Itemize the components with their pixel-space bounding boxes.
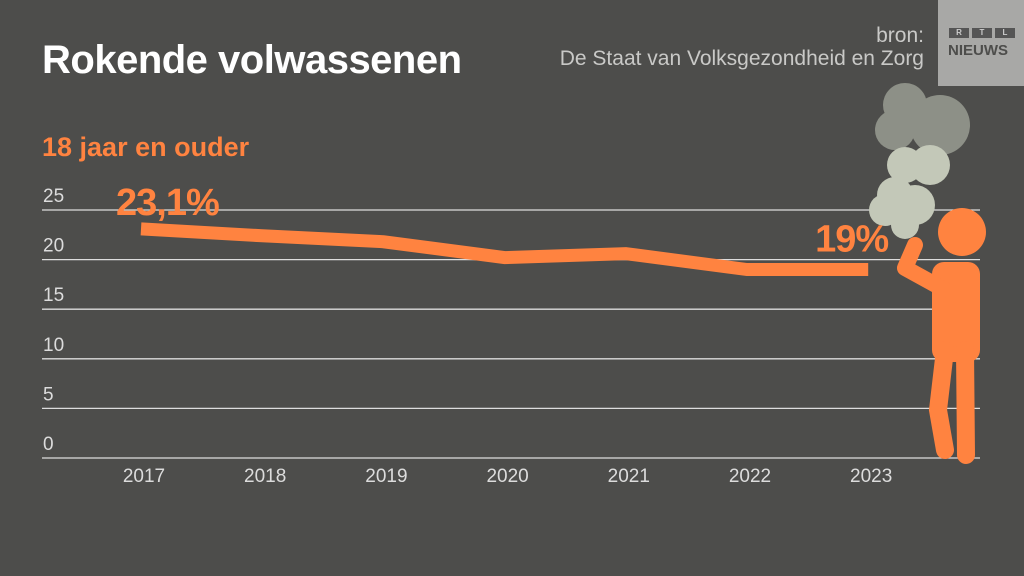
x-tick-label: 2022	[729, 466, 771, 487]
y-tick-label: 0	[43, 434, 54, 455]
smoking-person-illustration	[869, 83, 986, 464]
smoke-cloud	[869, 145, 950, 239]
x-tick-label: 2020	[486, 466, 528, 487]
logo-t: T	[972, 28, 992, 38]
y-tick-label: 5	[43, 384, 54, 405]
y-tick-label: 25	[43, 186, 64, 207]
source-text: De Staat van Volksgezondheid en Zorg	[559, 47, 924, 70]
chart-subtitle: 18 jaar en ouder	[42, 132, 250, 162]
x-tick-label: 2017	[123, 466, 165, 487]
smoke-cloud-faded	[875, 83, 970, 155]
logo-nieuws: NIEUWS	[948, 42, 1008, 59]
y-tick-label: 20	[43, 236, 64, 257]
x-tick-label: 2021	[608, 466, 650, 487]
data-label: 19%	[815, 219, 888, 261]
data-label: 23,1%	[116, 182, 219, 224]
logo-r: R	[949, 28, 969, 38]
page-title: Rokende volwassenen	[42, 38, 462, 82]
series-line	[140, 222, 869, 277]
y-tick-label: 10	[43, 335, 64, 356]
logo-l: L	[995, 28, 1015, 38]
x-tick-label: 2019	[365, 466, 407, 487]
source-label: bron:	[876, 24, 924, 47]
x-tick-label: 2023	[850, 466, 892, 487]
y-tick-label: 15	[43, 285, 64, 306]
person-icon	[897, 208, 986, 464]
source: bron: De Staat van Volksgezondheid en Zo…	[560, 24, 924, 70]
x-tick-label: 2018	[244, 466, 286, 487]
